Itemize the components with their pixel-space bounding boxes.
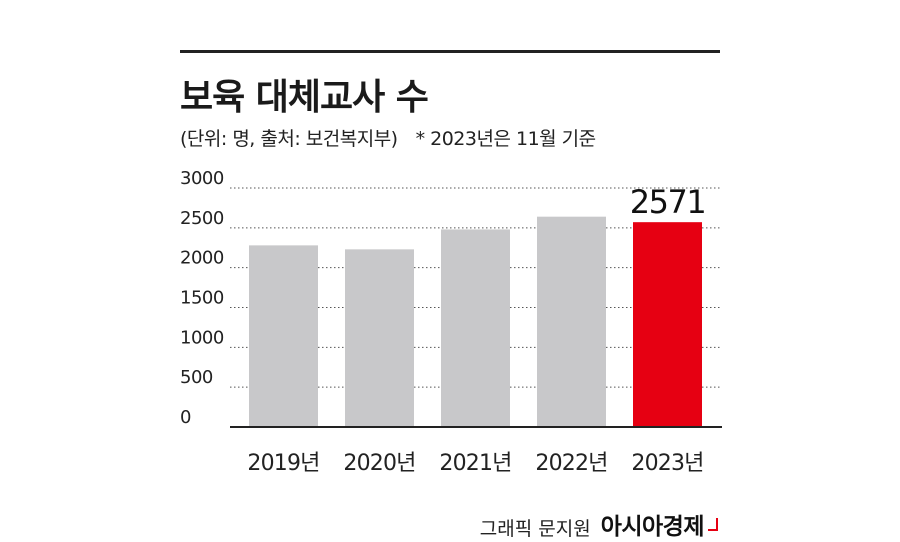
bar — [249, 245, 318, 427]
y-tick-label: 1000 — [180, 327, 224, 348]
x-tick-label: 2020년 — [343, 451, 415, 476]
bar — [345, 249, 414, 427]
data-label: 2571 — [630, 183, 705, 221]
x-tick-label: 2021년 — [439, 451, 511, 476]
bar — [441, 229, 510, 427]
credit: 그래픽 문지원 아시아경제 — [480, 507, 718, 541]
y-tick-label: 3000 — [180, 168, 224, 189]
brand-mark-icon — [708, 518, 718, 531]
y-tick-label: 2500 — [180, 208, 224, 229]
bar-highlight — [633, 222, 702, 427]
graphic-credit: 그래픽 문지원 — [479, 518, 591, 540]
x-tick-label: 2023년 — [631, 451, 703, 476]
bar — [537, 216, 606, 427]
x-tick-label: 2022년 — [535, 451, 607, 476]
chart-title: 보육 대체교사 수 — [180, 77, 429, 118]
source-note: (단위: 명, 출처: 보건복지부) — [180, 128, 398, 150]
chart-subtitle: (단위: 명, 출처: 보건복지부) * 2023년은 11월 기준 — [180, 124, 596, 151]
date-note: * 2023년은 11월 기준 — [415, 128, 597, 150]
x-tick-label: 2019년 — [247, 451, 319, 476]
y-tick-label: 500 — [180, 367, 213, 388]
brand-logo: 아시아경제 — [600, 514, 705, 540]
top-rule — [180, 50, 720, 53]
y-tick-label: 1500 — [180, 288, 224, 309]
y-tick-label: 2000 — [180, 248, 224, 269]
y-tick-label: 0 — [180, 407, 191, 428]
